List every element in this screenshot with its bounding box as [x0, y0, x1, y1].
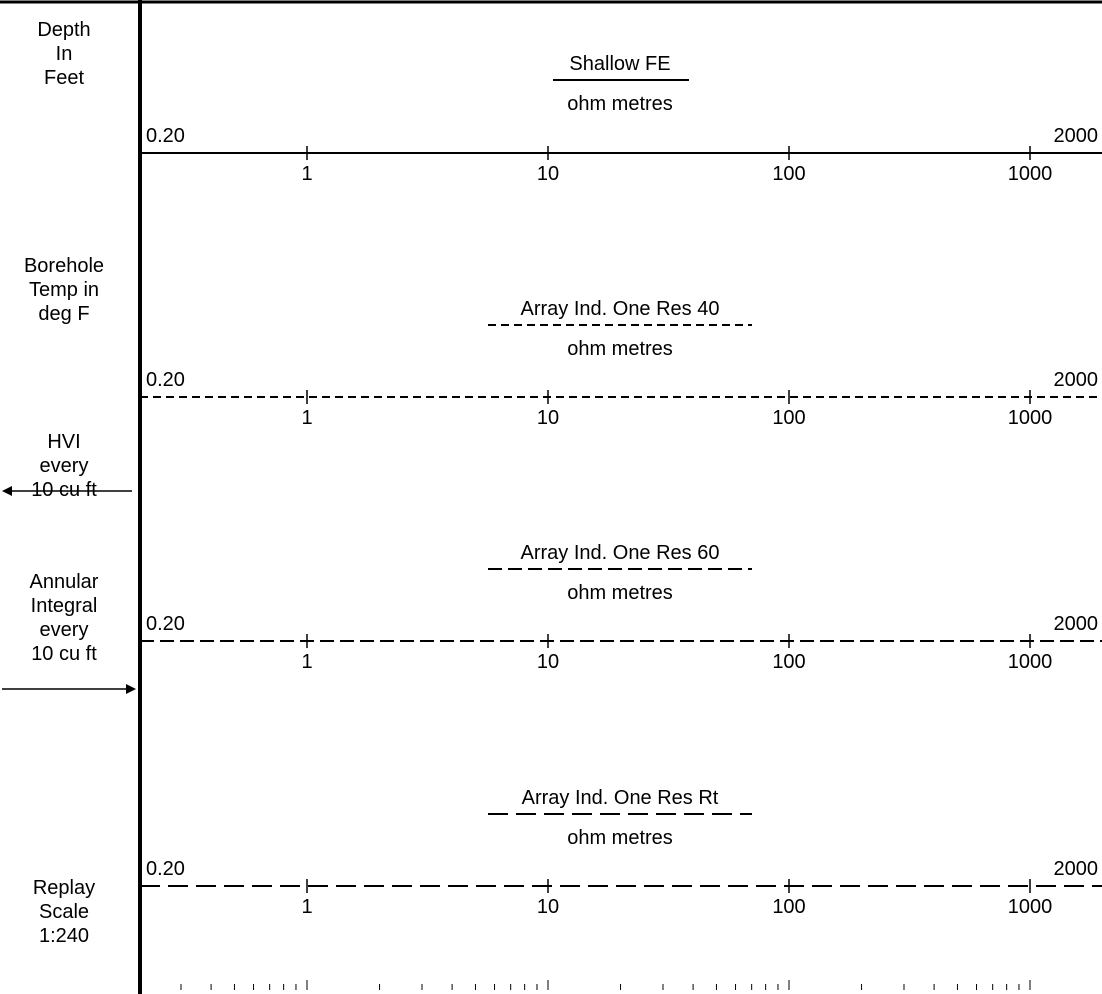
track-3-tick-label-10: 10: [536, 651, 560, 673]
track-2-tick-label-1: 1: [301, 407, 313, 429]
borehole-temp-label: Borehole Temp in deg F: [23, 255, 105, 325]
track-1-tick-label-1: 1: [301, 163, 313, 185]
track-2-right-value: 2000: [1053, 369, 1099, 391]
track-4-tick-label-1000: 1000: [1007, 896, 1053, 918]
track-3-unit: ohm metres: [567, 582, 673, 604]
track-3-tick-label-1: 1: [301, 651, 313, 673]
track-2-tick-label-100: 100: [772, 407, 806, 429]
track-1-title: Shallow FE: [569, 53, 671, 75]
annular-integral-label: Annular Integral every 10 cu ft: [29, 571, 99, 665]
track-4-left-value: 0.20: [146, 858, 185, 880]
track-3-right-value: 2000: [1053, 613, 1099, 635]
track-4-right-value: 2000: [1053, 858, 1099, 880]
track-1-unit: ohm metres: [567, 93, 673, 115]
track-3-tick-label-100: 100: [772, 651, 806, 673]
track-2-unit: ohm metres: [567, 338, 673, 360]
track-1-left-value: 0.20: [146, 125, 185, 147]
track-3-left-value: 0.20: [146, 613, 185, 635]
annular-arrow-right-icon: [126, 684, 136, 694]
track-1-tick-label-10: 10: [536, 163, 560, 185]
hvi-label: HVI every 10 cu ft: [31, 431, 97, 501]
track-4-tick-label-10: 10: [536, 896, 560, 918]
track-4-tick-label-100: 100: [772, 896, 806, 918]
track-4-tick-label-1: 1: [301, 896, 313, 918]
track-4-title: Array Ind. One Res Rt: [521, 787, 719, 809]
track-2-tick-label-1000: 1000: [1007, 407, 1053, 429]
replay-scale-label: Replay Scale 1:240: [32, 877, 96, 947]
track-1-tick-label-100: 100: [772, 163, 806, 185]
track-4-unit: ohm metres: [567, 827, 673, 849]
track-2-tick-label-10: 10: [536, 407, 560, 429]
track-2-left-value: 0.20: [146, 369, 185, 391]
hvi-arrow-left-icon: [2, 486, 12, 496]
track-2-title: Array Ind. One Res 40: [520, 298, 720, 320]
track-1-right-value: 2000: [1053, 125, 1099, 147]
track-1-tick-label-1000: 1000: [1007, 163, 1053, 185]
track-3-tick-label-1000: 1000: [1007, 651, 1053, 673]
depth-label: Depth In Feet: [37, 19, 91, 89]
track-3-title: Array Ind. One Res 60: [520, 542, 720, 564]
